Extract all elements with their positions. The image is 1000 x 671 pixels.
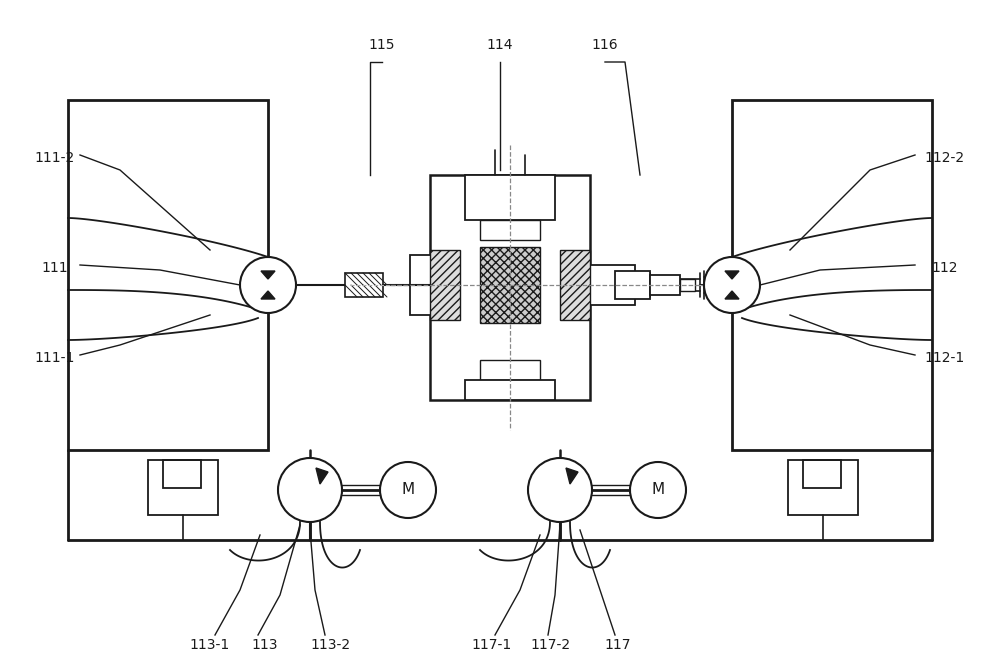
Text: 115: 115 (369, 38, 395, 52)
Bar (732, 100, 932, 450)
Bar (615, 271, 650, 299)
Text: 113-2: 113-2 (310, 638, 350, 652)
Text: 117: 117 (605, 638, 631, 652)
Text: M: M (401, 482, 415, 497)
Bar (803, 460, 841, 488)
Polygon shape (261, 271, 275, 279)
Text: 111: 111 (42, 261, 68, 275)
Polygon shape (725, 271, 739, 279)
Text: 117-2: 117-2 (530, 638, 570, 652)
Bar (650, 275, 680, 295)
Circle shape (704, 257, 760, 313)
Text: M: M (651, 482, 665, 497)
Bar (480, 220, 540, 240)
Text: 117-1: 117-1 (472, 638, 512, 652)
Text: 112-1: 112-1 (925, 351, 965, 365)
Circle shape (380, 462, 436, 518)
Bar (480, 360, 540, 380)
Text: 112: 112 (932, 261, 958, 275)
Bar (148, 460, 218, 515)
Text: 116: 116 (592, 38, 618, 52)
Text: 113-1: 113-1 (190, 638, 230, 652)
Circle shape (278, 458, 342, 522)
Text: 112-2: 112-2 (925, 151, 965, 165)
Text: 114: 114 (487, 38, 513, 52)
Circle shape (528, 458, 592, 522)
Bar (788, 460, 858, 515)
Bar (680, 279, 695, 291)
Bar (465, 380, 555, 400)
Bar (465, 175, 555, 220)
Bar (565, 265, 635, 305)
Bar (410, 255, 455, 315)
Bar (480, 247, 540, 323)
Text: 113: 113 (252, 638, 278, 652)
Polygon shape (725, 291, 739, 299)
Polygon shape (316, 468, 328, 484)
Polygon shape (566, 468, 578, 484)
Bar (430, 175, 590, 400)
Text: 111-2: 111-2 (35, 151, 75, 165)
Bar (560, 250, 590, 320)
Bar (718, 281, 728, 289)
Bar (68, 100, 268, 450)
Circle shape (630, 462, 686, 518)
Text: 111-1: 111-1 (35, 351, 75, 365)
Bar (163, 460, 201, 488)
Polygon shape (261, 291, 275, 299)
Bar (430, 250, 460, 320)
Circle shape (240, 257, 296, 313)
Bar (345, 273, 383, 297)
